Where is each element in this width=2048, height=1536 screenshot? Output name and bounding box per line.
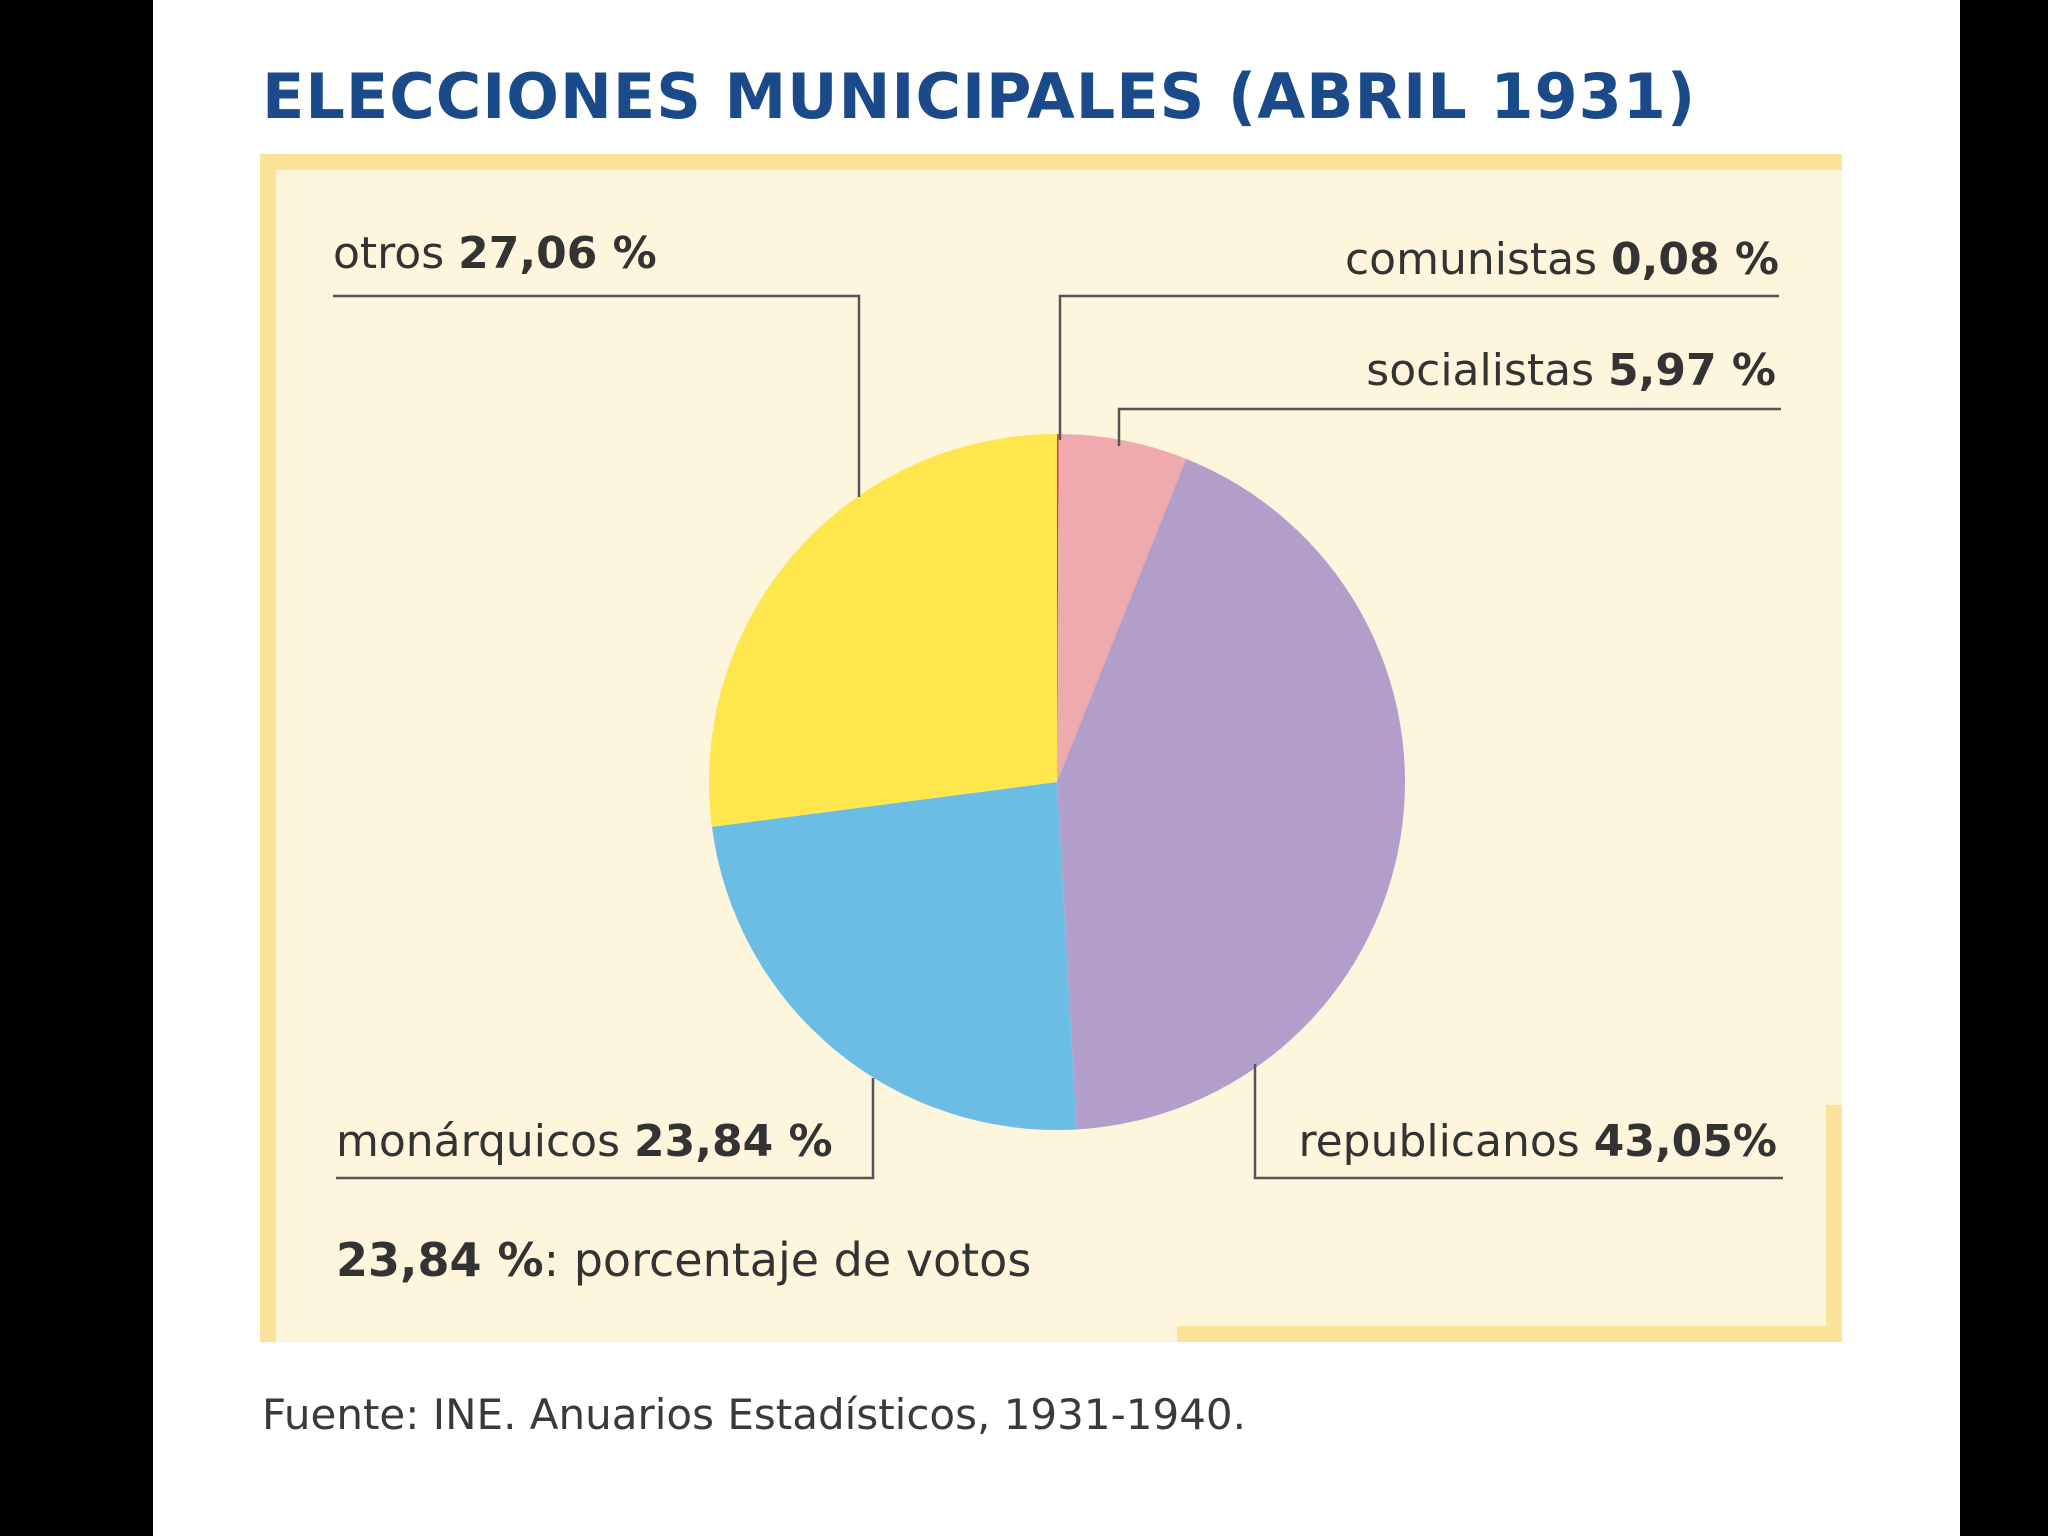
label-otros: otros 27,06 % (333, 228, 657, 279)
label-republicanos-spacer (1580, 1116, 1594, 1167)
leader-line-socialistas (1117, 407, 1781, 446)
legend-note-example: 23,84 % (336, 1233, 544, 1287)
leader-line-otros (333, 294, 861, 497)
pie-slice-otros (708, 434, 1057, 827)
leader-line-monarquicos (336, 1078, 875, 1180)
label-otros-spacer (444, 228, 458, 279)
label-socialistas-spacer (1594, 345, 1608, 396)
source-note: Fuente: INE. Anuarios Estadísticos, 1931… (262, 1390, 1246, 1439)
label-monarquicos-value: 23,84 % (634, 1116, 833, 1167)
panel-border-bottom-right (1177, 1105, 1842, 1342)
label-comunistas-spacer (1597, 234, 1611, 285)
legend-note: 23,84 %: porcentaje de votos (336, 1233, 1031, 1287)
pie-slice-socialistas (1057, 434, 1187, 782)
pie-slice-comunistas (1057, 434, 1059, 782)
label-otros-name: otros (333, 228, 444, 279)
label-monarquicos: monárquicos 23,84 % (336, 1116, 833, 1167)
label-socialistas-name: socialistas (1366, 345, 1594, 396)
label-socialistas: socialistas 5,97 % (1366, 345, 1776, 396)
label-republicanos-value: 43,05% (1594, 1116, 1777, 1167)
label-monarquicos-spacer (620, 1116, 634, 1167)
label-comunistas-value: 0,08 % (1611, 234, 1779, 285)
pie-slice-monarquicos (711, 782, 1077, 1130)
label-monarquicos-name: monárquicos (336, 1116, 620, 1167)
label-socialistas-value: 5,97 % (1608, 345, 1776, 396)
pie-slice-republicanos (1057, 458, 1405, 1130)
label-comunistas: comunistas 0,08 % (1345, 234, 1779, 285)
label-republicanos: republicanos 43,05% (1298, 1116, 1777, 1167)
panel-border-top-left (260, 154, 1842, 1342)
label-comunistas-name: comunistas (1345, 234, 1597, 285)
legend-note-text: : porcentaje de votos (544, 1233, 1032, 1287)
leader-line-comunistas (1058, 294, 1779, 440)
label-otros-value: 27,06 % (458, 228, 657, 279)
chart-title: ELECCIONES MUNICIPALES (ABRIL 1931) (262, 60, 1697, 133)
pie-slices (708, 434, 1405, 1130)
label-republicanos-name: republicanos (1298, 1116, 1579, 1167)
leader-line-republicanos (1253, 1064, 1783, 1180)
